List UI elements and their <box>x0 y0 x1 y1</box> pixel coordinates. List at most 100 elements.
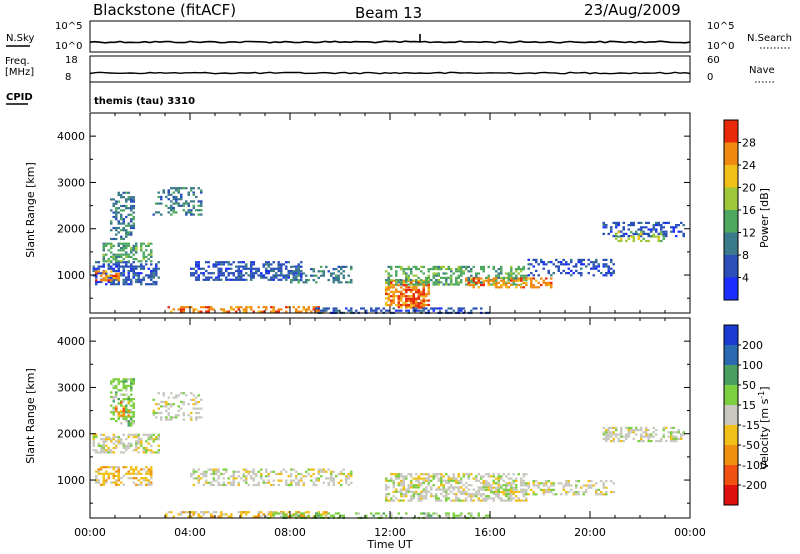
data-cell <box>427 479 430 482</box>
data-cell <box>507 491 510 494</box>
data-cell <box>612 433 615 436</box>
data-cell <box>520 286 523 289</box>
data-cell <box>147 267 150 270</box>
data-cell <box>392 473 395 476</box>
data-cell <box>505 475 508 478</box>
data-cell <box>385 497 388 500</box>
data-cell <box>650 440 653 443</box>
data-cell <box>122 247 125 250</box>
data-cell <box>627 431 630 434</box>
data-cell <box>332 309 335 312</box>
data-cell <box>390 286 393 289</box>
data-cell <box>457 473 460 476</box>
data-cell <box>525 497 528 500</box>
data-cell <box>310 274 313 277</box>
data-cell <box>467 484 470 487</box>
data-cell <box>390 281 393 285</box>
data-cell <box>107 279 110 282</box>
data-cell <box>475 281 478 284</box>
data-cell <box>645 431 648 434</box>
data-cell <box>385 479 388 482</box>
data-cell <box>505 286 508 289</box>
data-cell <box>280 272 283 275</box>
data-cell <box>420 304 423 307</box>
data-cell <box>152 438 155 441</box>
data-cell <box>100 280 103 284</box>
data-cell <box>497 481 500 485</box>
data-cell <box>142 276 145 279</box>
data-cell <box>190 189 193 192</box>
data-cell <box>465 492 468 496</box>
data-cell <box>617 239 620 243</box>
data-cell <box>477 277 480 280</box>
data-cell <box>482 475 485 478</box>
data-cell <box>95 433 98 436</box>
data-cell <box>482 499 485 502</box>
data-cell <box>135 444 138 447</box>
data-cell <box>502 284 505 287</box>
data-cell <box>455 479 458 482</box>
data-cell <box>230 475 233 478</box>
data-cell <box>242 468 245 471</box>
data-cell <box>330 274 333 277</box>
data-cell <box>205 470 208 473</box>
data-cell <box>342 468 345 471</box>
data-cell <box>427 281 430 284</box>
data-cell <box>260 511 263 514</box>
data-cell <box>387 299 390 302</box>
data-cell <box>507 272 510 275</box>
data-cell <box>150 474 153 478</box>
data-cell <box>390 301 393 304</box>
data-cell <box>617 235 620 238</box>
data-cell <box>112 409 115 412</box>
data-cell <box>120 451 123 454</box>
data-cell <box>280 511 283 514</box>
data-cell <box>180 511 183 514</box>
data-cell <box>682 235 685 238</box>
data-cell <box>150 472 153 475</box>
data-cell <box>402 477 405 480</box>
data-cell <box>135 242 138 245</box>
data-cell <box>280 512 283 515</box>
data-cell <box>302 515 305 518</box>
data-cell <box>127 191 130 194</box>
data-cell <box>305 511 308 514</box>
data-cell <box>560 482 563 485</box>
data-cell <box>577 272 580 275</box>
data-cell <box>520 279 523 282</box>
data-cell <box>400 295 403 298</box>
data-cell <box>132 380 135 383</box>
data-cell <box>400 279 403 282</box>
data-cell <box>160 213 163 216</box>
data-cell <box>195 396 198 399</box>
data-cell <box>592 265 595 268</box>
data-cell <box>455 499 458 502</box>
colorbar-tick-label: 8 <box>742 249 749 262</box>
data-cell <box>290 272 293 275</box>
data-cell <box>465 490 468 493</box>
data-cell <box>422 477 425 480</box>
data-cell <box>142 258 145 261</box>
data-cell <box>427 299 430 302</box>
data-cell <box>412 486 415 489</box>
data-cell <box>410 272 413 275</box>
data-cell <box>317 307 320 310</box>
data-cell <box>435 495 438 498</box>
data-cell <box>450 283 453 286</box>
data-cell <box>227 310 230 313</box>
data-cell <box>152 283 155 286</box>
colorbar-swatch <box>724 425 738 446</box>
data-cell <box>187 306 190 309</box>
data-cell <box>407 286 410 289</box>
data-cell <box>295 481 298 484</box>
data-cell <box>520 268 523 271</box>
data-cell <box>445 272 448 275</box>
data-cell <box>140 438 143 441</box>
data-cell <box>635 426 638 429</box>
data-cell <box>112 280 115 284</box>
data-cell <box>145 477 148 480</box>
data-cell <box>525 484 528 487</box>
data-cell <box>427 473 430 476</box>
data-cell <box>430 268 433 271</box>
data-cell <box>215 263 218 266</box>
